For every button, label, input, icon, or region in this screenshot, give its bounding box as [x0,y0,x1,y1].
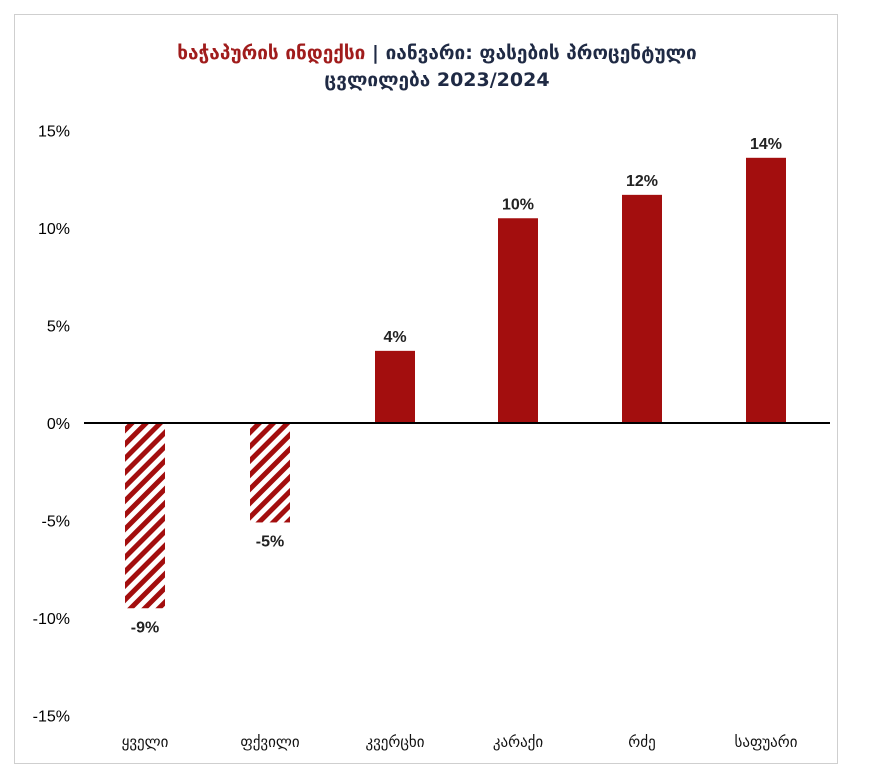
title-period: ცვლილება 2023/2024 [324,69,550,91]
x-axis-categories: ყველი ფქვილი კვერცხი კარაქი რძე საფუარი [122,733,798,751]
y-tick-label: -10% [33,611,70,628]
category-label: ყველი [122,733,169,751]
bar [498,218,538,423]
category-label: საფუარი [735,733,798,751]
y-tick-label: 0% [47,416,70,433]
y-tick-label: 10% [38,221,70,238]
data-label: -9% [131,619,159,636]
category-label: კვერცხი [365,733,424,751]
bars [125,157,786,609]
data-label: -5% [256,533,284,550]
category-label: კარაქი [493,733,544,751]
chart-title: ხაჭაპურის ინდექსი | იანვარი: ფასების პრო… [0,40,874,94]
y-tick-label: 15% [38,124,70,141]
bar [375,350,415,423]
data-label: 4% [383,329,406,346]
bar [125,423,165,609]
bar [250,423,290,523]
data-label: 14% [750,136,782,153]
category-label: ფქვილი [240,733,299,751]
bar [746,157,786,424]
title-separator: | [372,42,379,64]
chart-frame [14,14,838,764]
data-label: 10% [502,196,534,213]
data-label: 12% [626,173,658,190]
category-label: რძე [628,733,655,751]
y-tick-label: -15% [33,709,70,726]
y-tick-label: 5% [47,319,70,336]
title-index-name: ხაჭაპურის ინდექსი [177,42,366,64]
y-axis-ticks: 15% 10% 5% 0% -5% -10% -15% [33,124,70,726]
bar [622,194,662,423]
title-description: იანვარი: ფასების პროცენტული [385,42,697,64]
data-labels: -9% -5% 4% 10% 12% 14% [131,136,782,636]
y-tick-label: -5% [42,514,70,531]
